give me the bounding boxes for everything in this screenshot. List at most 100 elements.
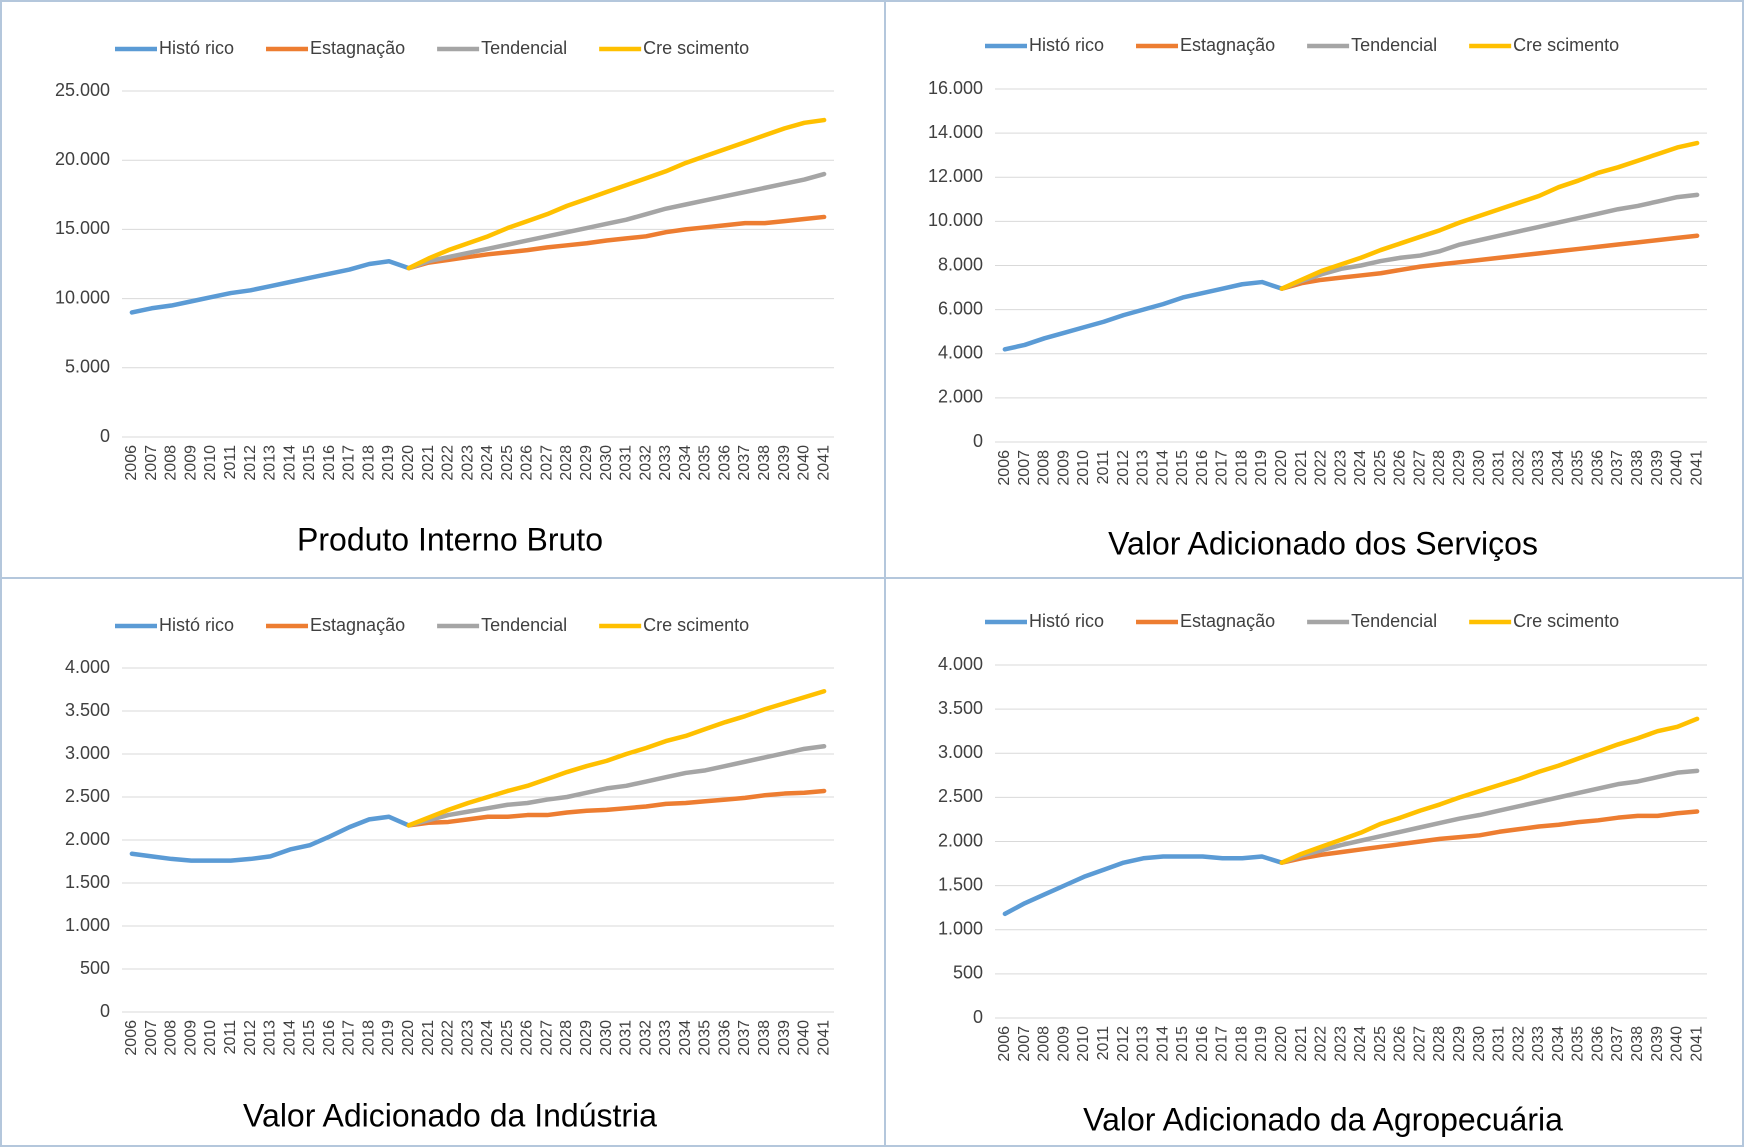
x-tick-label: 2011 [1095,450,1112,485]
x-tick-label: 2007 [143,1020,160,1056]
x-tick-label: 2034 [677,445,694,481]
x-tick-label: 2038 [1629,1026,1646,1062]
x-tick-label: 2016 [1194,1026,1211,1062]
series-line [1279,768,1700,865]
y-tick-label: 1.500 [65,872,110,892]
x-tick-label: 2041 [1688,1026,1705,1062]
x-tick-label: 2034 [1550,450,1567,486]
x-tick-label: 2012 [1115,450,1132,486]
y-tick-label: 5.000 [65,357,110,377]
x-tick-label: 2008 [163,1020,180,1056]
x-tick-label: 2016 [1194,450,1211,486]
x-tick-label: 2023 [1332,450,1349,486]
x-tick-label: 2020 [1273,1026,1290,1062]
chart-title: Valor Adicionado da Indústria [243,1097,657,1133]
x-tick-label: 2025 [1372,1026,1389,1062]
x-tick-label: 2019 [380,1020,397,1056]
x-tick-label: 2013 [262,1020,279,1056]
x-tick-label: 2033 [1530,450,1547,486]
y-tick-label: 3.500 [65,700,110,720]
x-tick-label: 2018 [1233,1026,1250,1062]
x-tick-label: 2038 [756,445,773,481]
x-tick-label: 2012 [1115,1026,1132,1062]
y-tick-label: 0 [973,1007,983,1027]
legend-label: Cre scimento [1513,35,1619,55]
x-tick-label: 2026 [1392,450,1409,486]
legend-label: Cre scimento [643,615,749,635]
x-tick-label: 2010 [202,445,219,481]
x-tick-label: 2036 [716,1020,733,1056]
y-tick-label: 2.000 [65,829,110,849]
x-tick-label: 2007 [143,445,160,481]
x-tick-label: 2014 [1154,450,1171,486]
x-tick-label: 2020 [400,1020,417,1056]
x-tick-label: 2029 [578,1020,595,1056]
series-line [1002,279,1285,352]
x-tick-label: 2013 [262,445,279,481]
x-tick-label: 2030 [598,1020,615,1056]
x-tick-label: 2018 [360,445,377,481]
x-tick-label: 2034 [1550,1026,1567,1062]
legend-label: Estagnação [310,615,405,635]
x-tick-label: 2032 [637,1020,654,1056]
x-tick-label: 2020 [400,445,417,481]
x-tick-label: 2022 [440,1020,457,1056]
y-tick-label: 2.500 [938,786,983,806]
series-line [1279,233,1700,291]
x-tick-label: 2017 [1214,450,1231,486]
legend-label: Tendencial [1351,611,1437,631]
x-tick-label: 2027 [1411,450,1428,486]
x-tick-label: 2037 [736,1020,753,1056]
x-tick-label: 2009 [182,1020,199,1056]
chart-title: Produto Interno Bruto [297,521,603,557]
x-tick-label: 2027 [538,445,555,481]
legend-label: Estagnação [310,38,405,58]
x-tick-label: 2035 [1570,1026,1587,1062]
y-tick-label: 8.000 [938,254,983,274]
series-line [406,744,827,828]
x-tick-label: 2021 [1293,450,1310,486]
x-tick-label: 2039 [1649,1026,1666,1062]
y-tick-label: 4.000 [938,654,983,674]
x-tick-label: 2006 [996,1026,1013,1062]
x-tick-label: 2023 [459,1020,476,1056]
y-tick-label: 6.000 [938,298,983,318]
x-tick-label: 2008 [1036,450,1053,486]
legend-label: Histó rico [1029,35,1104,55]
y-tick-label: 500 [953,963,983,983]
x-tick-label: 2007 [1016,1026,1033,1062]
x-tick-label: 2024 [479,1020,496,1056]
y-tick-label: 20.000 [55,149,110,169]
x-tick-label: 2009 [1055,1026,1072,1062]
x-tick-label: 2033 [657,1020,674,1056]
y-tick-label: 3.500 [938,698,983,718]
x-tick-label: 2038 [756,1020,773,1056]
x-tick-label: 2011 [222,445,239,480]
series-line [129,814,412,863]
x-tick-label: 2006 [123,445,140,481]
x-tick-label: 2014 [281,1020,298,1056]
x-tick-label: 2040 [796,445,813,481]
series-line [406,688,827,828]
x-tick-label: 2014 [281,445,298,481]
series-line [1279,809,1700,865]
x-tick-label: 2013 [1135,1026,1152,1062]
x-tick-label: 2018 [360,1020,377,1056]
x-tick-label: 2023 [1332,1026,1349,1062]
x-tick-label: 2040 [1669,450,1686,486]
y-tick-label: 500 [80,958,110,978]
y-tick-label: 12.000 [928,166,983,186]
legend-label: Histó rico [159,38,234,58]
legend-label: Histó rico [1029,611,1104,631]
legend-label: Histó rico [159,615,234,635]
x-tick-label: 2021 [1293,1026,1310,1062]
x-tick-label: 2012 [242,1020,259,1056]
x-tick-label: 2021 [420,445,437,481]
x-tick-label: 2011 [222,1020,239,1055]
x-tick-label: 2009 [182,445,199,481]
x-tick-label: 2030 [1471,450,1488,486]
